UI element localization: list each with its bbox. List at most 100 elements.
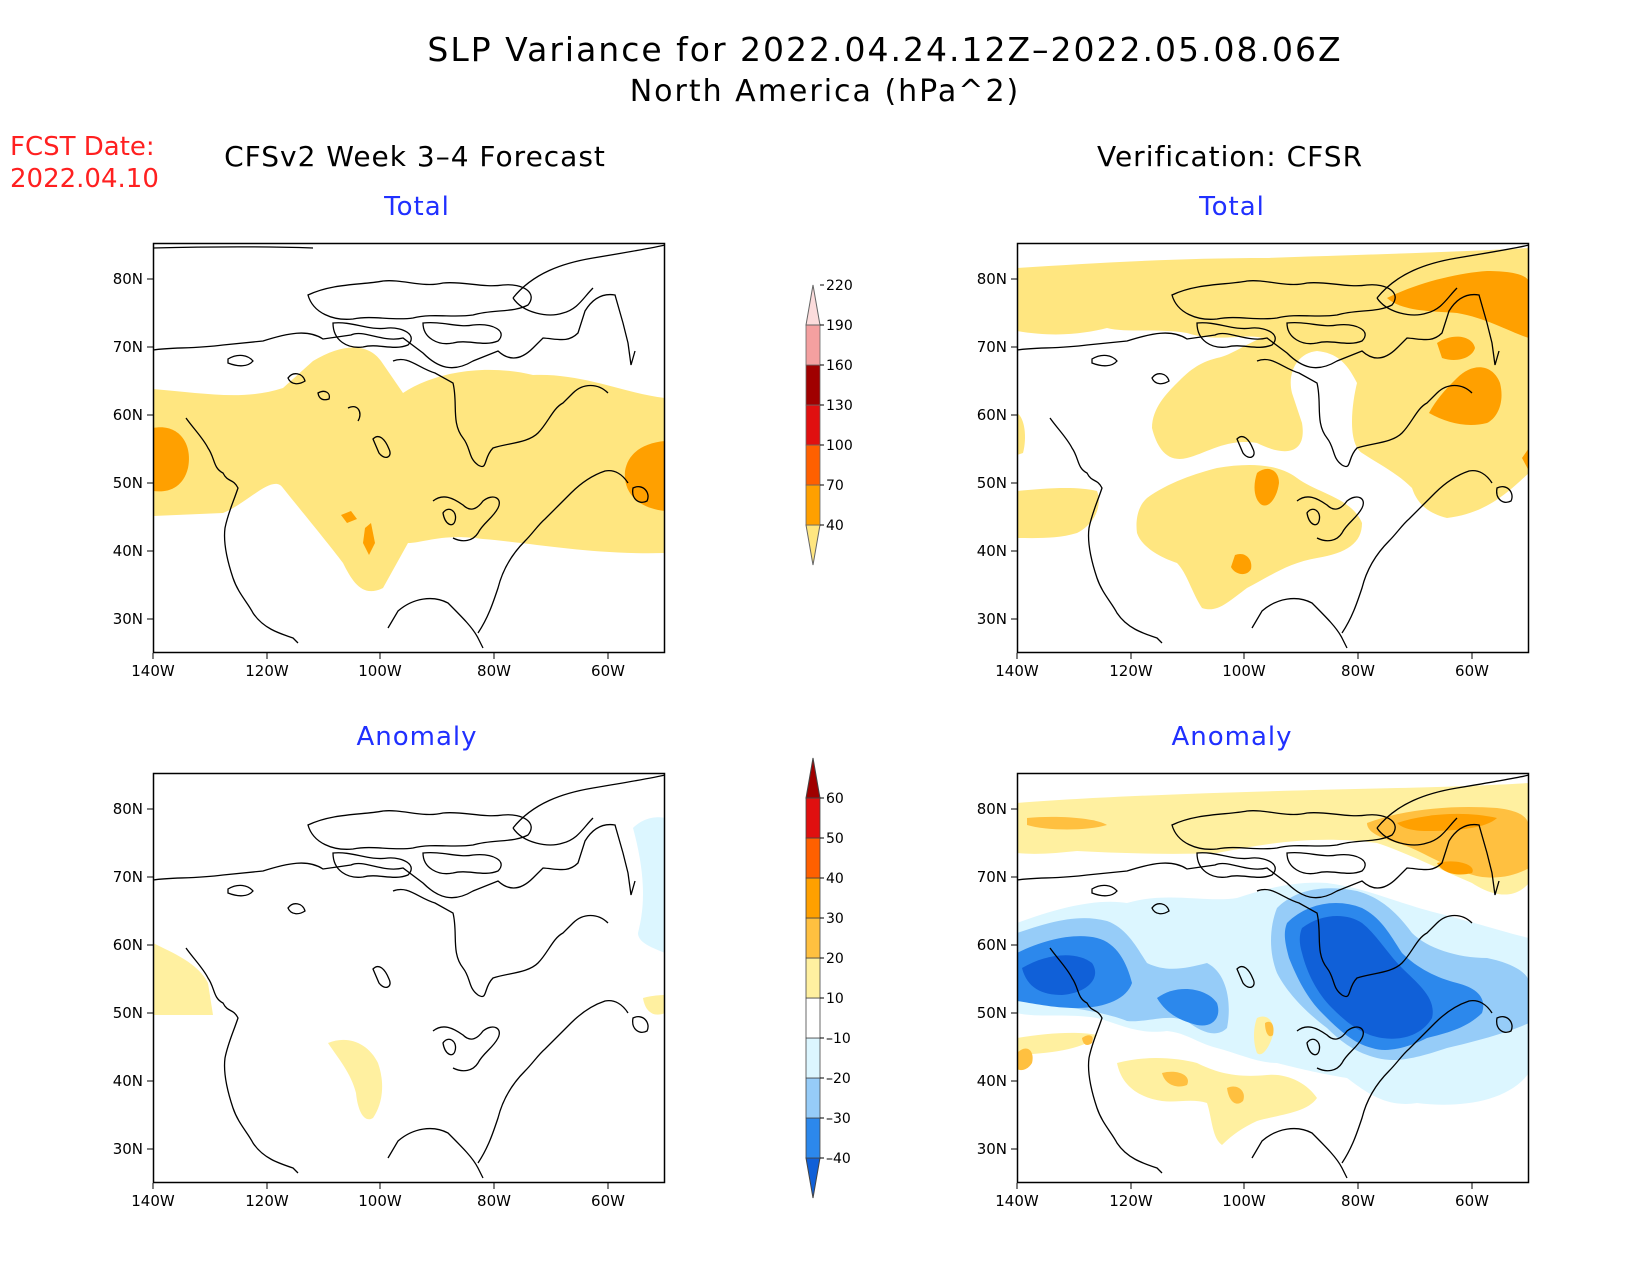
anomaly-colorbar: –40 –30 –20 –10 10 20 30 40 50 60 <box>805 757 851 1199</box>
anomaly-minus-10-minus-20-north <box>633 817 665 953</box>
colorbar-label: 70 <box>826 478 844 494</box>
anomaly-minus-30-bc <box>1157 988 1219 1026</box>
lon-label-100w: 100W <box>358 662 402 680</box>
anomaly-20-30-south-2 <box>1162 1071 1188 1087</box>
coastlines <box>153 244 665 649</box>
colorbar-swatch <box>805 797 821 839</box>
colorbar-swatch <box>805 524 821 566</box>
colorbar-label: 50 <box>826 831 844 847</box>
lon-label-100w: 100W <box>358 1192 402 1210</box>
colorbar-swatch <box>805 404 821 446</box>
fcst-date-label: FCST Date: <box>10 132 155 162</box>
colorbar-swatch <box>805 324 821 366</box>
verification-total-map: 80N 70N 60N 50N 40N 30N 140W 120W 100W 8… <box>977 242 1530 680</box>
colorbar-swatch <box>805 997 821 1039</box>
coastlines <box>1017 244 1529 649</box>
variance-70-100-small-1 <box>341 511 357 523</box>
variance-70-100-small-2 <box>363 523 375 555</box>
variance-40-70-pacific-edge <box>1017 413 1025 455</box>
lon-label-120w: 120W <box>245 1192 289 1210</box>
verification-anomaly-label: Anomaly <box>1171 722 1293 752</box>
variance-40-70-midwest <box>1136 465 1362 610</box>
lon-ticks <box>152 653 609 659</box>
colorbar-swatch <box>805 284 821 326</box>
lon-label-80w: 80W <box>477 662 511 680</box>
colorbar-swatch <box>805 1157 821 1199</box>
lat-label-70n: 70N <box>977 338 1007 356</box>
anomaly-10-20-plains <box>328 1039 383 1120</box>
lon-label-120w: 120W <box>1109 662 1153 680</box>
colorbar-label: 30 <box>826 911 844 927</box>
total-colorbar: 40 70 100 130 160 190 220 <box>805 278 853 566</box>
colorbar-swatch <box>805 917 821 959</box>
colorbar-swatch <box>805 1077 821 1119</box>
lat-label-80n: 80N <box>977 270 1007 288</box>
lon-label-140w: 140W <box>995 1192 1039 1210</box>
colorbar-label: 190 <box>826 318 853 334</box>
variance-70-100-plains <box>1254 468 1279 506</box>
variance-70-100-north <box>1387 271 1529 338</box>
variance-40-70-north <box>1017 248 1529 518</box>
lon-label-140w: 140W <box>131 1192 175 1210</box>
lat-label-50n: 50N <box>977 1004 1007 1022</box>
lat-label-40n: 40N <box>977 542 1007 560</box>
lat-label-70n: 70N <box>977 868 1007 886</box>
anomaly-20-30-north <box>1027 816 1107 830</box>
lon-label-120w: 120W <box>245 662 289 680</box>
lon-label-140w: 140W <box>995 662 1039 680</box>
colorbar-label: 100 <box>826 438 853 454</box>
colorbar-label: 20 <box>826 951 844 967</box>
variance-70-100-edge <box>1522 448 1529 471</box>
anomaly-10-20-east <box>643 995 665 1015</box>
colorbar-swatch <box>805 877 821 919</box>
verification-column-header: Verification: CFSR <box>1096 140 1364 173</box>
map-title: SLP Variance for 2022.04.24.12Z–2022.05.… <box>427 30 1343 69</box>
forecast-anomaly-map: 80N 70N 60N 50N 40N 30N 140W 120W 100W 8… <box>113 772 666 1210</box>
lat-label-50n: 50N <box>977 474 1007 492</box>
lat-label-30n: 30N <box>113 610 143 628</box>
lat-label-60n: 60N <box>113 406 143 424</box>
lat-label-50n: 50N <box>113 474 143 492</box>
lon-label-140w: 140W <box>131 662 175 680</box>
verification-anomaly-map: 80N 70N 60N 50N 40N 30N 140W 120W 100W 8… <box>977 772 1530 1210</box>
anomaly-10-20-pacific <box>153 943 213 1015</box>
colorbar-label: –20 <box>826 1071 851 1087</box>
forecast-total-map: 80N 70N 60N 50N 40N 30N 140W 120W 100W 8… <box>113 242 666 680</box>
lon-label-100w: 100W <box>1222 662 1266 680</box>
variance-70-100-south <box>1231 553 1252 575</box>
colorbar-label: 60 <box>826 791 844 807</box>
forecast-column-header: CFSv2 Week 3–4 Forecast <box>224 140 606 173</box>
variance-70-100-hudson-east <box>1437 336 1475 360</box>
forecast-anomaly-label: Anomaly <box>356 722 478 752</box>
colorbar-swatch <box>805 1037 821 1079</box>
colorbar-label: 10 <box>826 991 844 1007</box>
colorbar-swatch <box>805 757 821 799</box>
colorbar-label: –30 <box>826 1111 851 1127</box>
lat-label-80n: 80N <box>113 800 143 818</box>
variance-40-70-band <box>153 347 665 592</box>
anomaly-20-30-gulf <box>1017 1048 1033 1071</box>
lat-label-70n: 70N <box>113 868 143 886</box>
lat-label-40n: 40N <box>977 1072 1007 1090</box>
variance-70-100-east <box>624 441 665 511</box>
lat-label-40n: 40N <box>113 1072 143 1090</box>
coastlines <box>1017 774 1529 1179</box>
verification-total-label: Total <box>1199 192 1265 222</box>
lat-label-60n: 60N <box>113 936 143 954</box>
colorbar-label: 40 <box>826 518 844 534</box>
lat-ticks <box>147 278 153 620</box>
colorbar-label: –10 <box>826 1031 851 1047</box>
lat-label-70n: 70N <box>113 338 143 356</box>
colorbar-label: 130 <box>826 398 853 414</box>
colorbar-label: 40 <box>826 871 844 887</box>
variance-70-100-labrador <box>1429 367 1502 425</box>
anomaly-minus-40-east <box>1299 916 1433 1039</box>
colorbar-swatch <box>805 444 821 486</box>
lat-label-30n: 30N <box>977 610 1007 628</box>
lat-label-30n: 30N <box>977 1140 1007 1158</box>
anomaly-20-30-south-3 <box>1227 1086 1244 1104</box>
lat-label-50n: 50N <box>113 1004 143 1022</box>
colorbar-swatch <box>805 957 821 999</box>
lon-label-60w: 60W <box>591 1192 625 1210</box>
fcst-date-value: 2022.04.10 <box>10 164 159 194</box>
